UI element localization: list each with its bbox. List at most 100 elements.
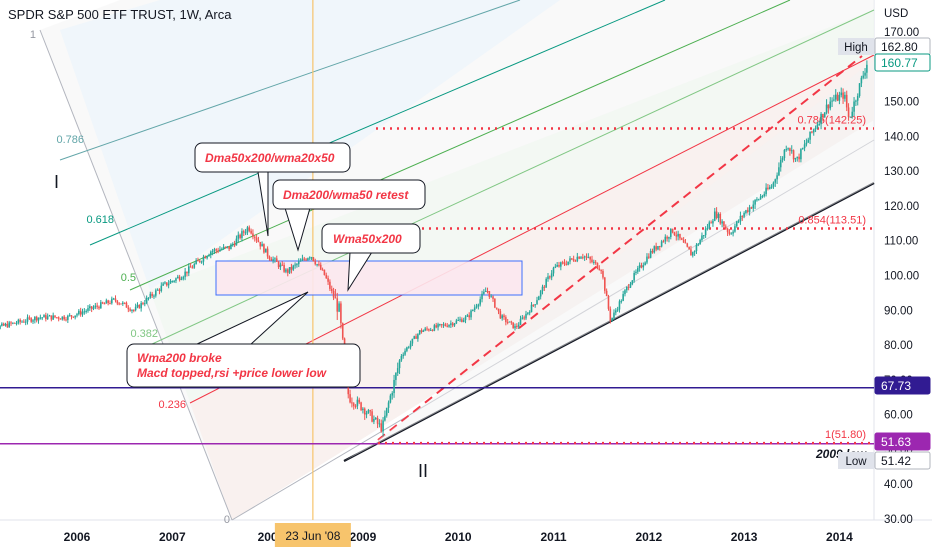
- callout-box-3[interactable]: [321, 223, 421, 254]
- callout-box-4[interactable]: [126, 343, 361, 388]
- price-axis[interactable]: 170.00160.00150.00140.00130.00120.00110.…: [884, 27, 919, 526]
- candle-body: [589, 257, 591, 260]
- candle-body: [363, 408, 366, 415]
- candle-body: [508, 321, 511, 323]
- candle-body: [541, 286, 544, 291]
- candle-body: [257, 240, 260, 242]
- candle-body: [301, 258, 304, 261]
- candle-body: [761, 196, 764, 198]
- candle-body: [330, 288, 333, 291]
- candle-body: [323, 269, 326, 276]
- candle-body: [774, 179, 777, 183]
- candle-body: [468, 315, 470, 318]
- consolidation-zone[interactable]: [215, 260, 523, 296]
- candle-body: [611, 317, 613, 321]
- candle-body: [512, 322, 514, 329]
- candle-body: [866, 64, 868, 73]
- candle-body: [838, 95, 841, 101]
- candle-body: [400, 356, 403, 361]
- candle-body: [290, 267, 293, 270]
- x-tick-label: 2009: [350, 530, 377, 544]
- candle-body: [164, 282, 166, 284]
- candle-body: [627, 286, 630, 288]
- candle-body: [834, 94, 837, 100]
- candle-body: [321, 269, 324, 271]
- candle-body: [455, 320, 458, 324]
- y-tick-label: 110.00: [884, 236, 918, 248]
- candle-body: [28, 317, 31, 319]
- price-tags: High 162.80 160.77 67.73 51.63 Low 51.42: [838, 37, 931, 470]
- candle-body: [484, 290, 487, 292]
- candle-body: [215, 249, 218, 251]
- candle-body: [63, 316, 65, 320]
- candle-body: [133, 309, 135, 311]
- candle-body: [561, 262, 564, 264]
- candle-body: [356, 399, 359, 407]
- candle-body: [310, 257, 313, 259]
- candle-body: [385, 407, 388, 416]
- candle-body: [54, 315, 56, 318]
- candle-body: [613, 312, 615, 318]
- candle-body: [812, 129, 815, 133]
- candle-body: [862, 75, 865, 78]
- candle-body: [325, 275, 328, 279]
- candle-body: [220, 249, 223, 251]
- candle-body: [706, 228, 709, 230]
- time-axis[interactable]: 2006 2007 200 2009 2010 2011 2012 2013 2014: [64, 530, 853, 544]
- candle-body: [649, 250, 652, 258]
- candle-body: [120, 303, 122, 305]
- callout-box-1[interactable]: [194, 142, 351, 173]
- candle-body: [479, 299, 481, 305]
- candle-body: [626, 286, 628, 291]
- candle-body: [669, 228, 672, 237]
- candle-body: [439, 324, 441, 326]
- candle-body: [453, 323, 456, 326]
- candle-body: [825, 104, 828, 113]
- candle-body: [864, 72, 866, 76]
- candle-body: [297, 261, 300, 265]
- candle-body: [197, 260, 199, 262]
- candle-body: [426, 328, 428, 330]
- candle-body: [591, 259, 593, 263]
- fan-line-0618: [89, 0, 666, 246]
- candle-body: [814, 127, 817, 130]
- candle-body: [845, 94, 848, 108]
- candle-body: [752, 204, 755, 209]
- candle-body: [81, 311, 84, 315]
- candle-body: [783, 149, 786, 159]
- candle-body: [572, 259, 575, 261]
- candle-body: [378, 423, 381, 425]
- candle-body: [384, 415, 386, 421]
- candle-body: [224, 246, 227, 248]
- callout-box-2[interactable]: [272, 179, 426, 210]
- candle-body: [644, 262, 646, 266]
- candle-body: [675, 235, 678, 237]
- candle-body: [398, 360, 401, 369]
- candle-body: [352, 403, 355, 406]
- candle-body: [847, 107, 850, 117]
- candle-body: [417, 334, 419, 339]
- candle-body: [772, 182, 775, 187]
- price-tag-value: 51.63: [881, 435, 911, 449]
- price-tag-bg: [874, 53, 931, 72]
- candle-body: [759, 196, 762, 200]
- candle-body: [690, 249, 692, 256]
- candle-body: [92, 307, 95, 309]
- candle-body: [811, 131, 813, 133]
- candle-body: [532, 304, 535, 306]
- candle-body: [565, 264, 568, 266]
- y-tick-label: 60.00: [884, 410, 913, 422]
- candle-body: [860, 77, 863, 84]
- candle-body: [89, 306, 91, 309]
- candle-body: [746, 210, 749, 212]
- candle-body: [653, 246, 656, 253]
- candle-body: [111, 298, 113, 304]
- candle-body: [112, 298, 115, 300]
- candle-body: [411, 338, 414, 344]
- candle-body: [312, 257, 315, 262]
- candle-body: [745, 210, 747, 213]
- channel-dashed-line[interactable]: [377, 55, 863, 441]
- candle-body: [204, 256, 207, 259]
- candle-body: [743, 212, 745, 217]
